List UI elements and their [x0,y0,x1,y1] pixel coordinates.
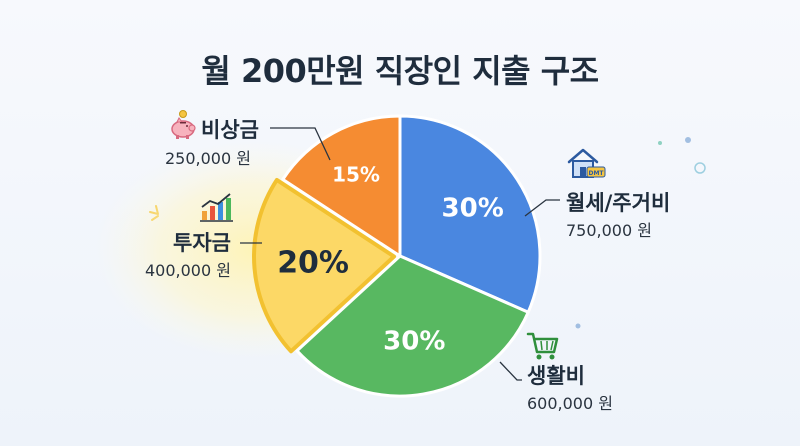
slice-amount-emergency: 250,000 원 [165,149,251,168]
slice-label-living: 생활비 [527,364,585,388]
leader-line-emergency [270,127,331,161]
slice-amount-living: 600,000 원 [527,394,613,413]
slice-amount-rent: 750,000 원 [566,221,652,240]
growth-chart-icon [200,193,233,222]
slice-label-emergency: 비상금 [201,118,259,142]
slice-label-invest: 투자금 [173,231,231,255]
slice-amount-invest: 400,000 원 [145,261,231,280]
percent-labels: 30% 30% 20% 15% [277,163,504,357]
percent-label-emergency: 15% [332,163,380,187]
callout-emergency: 비상금 250,000 원 [165,110,259,168]
shopping-cart-icon [526,332,559,360]
percent-label-living: 30% [383,327,445,357]
leader-line-rent [524,199,560,217]
pie-slice-living [295,254,530,398]
chart-title: 월 200만원 직장인 지출 구조 [201,52,599,90]
callout-invest: 투자금 400,000 원 [145,193,233,280]
pie-slices [252,114,542,398]
pie-slice-invest [252,177,397,354]
percent-label-invest: 20% [277,246,349,281]
percent-label-rent: 30% [442,194,504,224]
leader-line-living [499,361,522,381]
house-icon-text: DMT [588,170,604,177]
slice-label-rent: 월세/주거비 [566,191,670,215]
pie-slice-emergency [281,114,402,258]
piggy-bank-icon [171,110,196,139]
callout-living: 생활비 600,000 원 [526,332,613,413]
leader-lines [240,127,560,381]
house-icon: DMT [567,148,606,178]
pie-slice-rent [398,114,542,314]
callout-rent: DMT 월세/주거비 750,000 원 [566,148,670,240]
